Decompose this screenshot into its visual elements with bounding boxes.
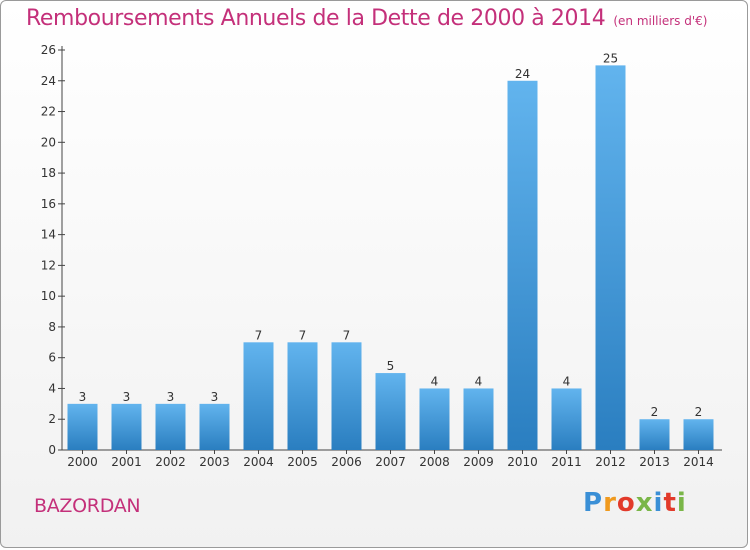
x-tick-label: 2011 (551, 455, 582, 469)
logo-letter: x (635, 488, 654, 518)
bar-value-label: 3 (123, 390, 131, 404)
bar-value-label: 3 (79, 390, 87, 404)
x-tick-label: 2010 (507, 455, 538, 469)
bar-value-label: 2 (695, 405, 703, 419)
logo-letter: i (653, 488, 664, 518)
x-tick-label: 2000 (67, 455, 98, 469)
y-tick-label: 22 (41, 105, 56, 119)
x-tick-label: 2007 (375, 455, 406, 469)
chart-unit-label: (en milliers d'€) (613, 14, 708, 28)
x-tick-label: 2008 (419, 455, 450, 469)
bar-value-label: 25 (603, 51, 618, 65)
x-tick-label: 2002 (155, 455, 186, 469)
y-tick-label: 2 (48, 412, 56, 426)
x-tick-label: 2006 (331, 455, 362, 469)
chart-title-text: Remboursements Annuels de la Dette de 20… (26, 6, 606, 31)
bar (287, 342, 318, 450)
chart-title: Remboursements Annuels de la Dette de 20… (26, 6, 707, 36)
x-tick-label: 2013 (639, 455, 670, 469)
bar (683, 419, 714, 450)
logo-letter: t (663, 488, 677, 518)
x-tick-label: 2005 (287, 455, 318, 469)
bar-value-label: 7 (343, 328, 351, 342)
bar-value-label: 4 (563, 374, 571, 388)
y-tick-label: 20 (41, 135, 56, 149)
y-tick-label: 16 (41, 197, 56, 211)
bar-value-label: 4 (431, 374, 439, 388)
x-tick-label: 2001 (111, 455, 142, 469)
bar (243, 342, 274, 450)
bar-value-label: 4 (475, 374, 483, 388)
logo-letter: o (616, 488, 636, 518)
bar (419, 388, 450, 450)
y-tick-label: 18 (41, 166, 56, 180)
logo-letter: i (676, 488, 687, 518)
bar (551, 388, 582, 450)
commune-name: BAZORDAN (34, 495, 141, 517)
bar (199, 403, 230, 450)
y-tick-label: 0 (48, 443, 56, 457)
bar (595, 65, 626, 450)
bar (639, 419, 670, 450)
y-tick-label: 26 (41, 43, 56, 57)
y-tick-label: 14 (41, 228, 56, 242)
bar (463, 388, 494, 450)
y-tick-label: 6 (48, 351, 56, 365)
bar-value-label: 3 (167, 390, 175, 404)
y-tick-label: 10 (41, 289, 56, 303)
bar-value-label: 7 (299, 328, 307, 342)
bar-value-label: 3 (211, 390, 219, 404)
x-tick-label: 2003 (199, 455, 230, 469)
bar-value-label: 24 (515, 67, 530, 81)
x-tick-label: 2014 (683, 455, 714, 469)
x-tick-label: 2004 (243, 455, 274, 469)
bar (111, 403, 142, 450)
bar-value-label: 7 (255, 328, 263, 342)
bar-value-label: 5 (387, 359, 395, 373)
bar (67, 403, 98, 450)
bar (507, 80, 538, 451)
logo-letter: P (583, 488, 604, 518)
y-tick-label: 4 (48, 381, 56, 395)
x-tick-label: 2012 (595, 455, 626, 469)
y-tick-label: 24 (41, 74, 56, 88)
logo-letter: r (603, 488, 617, 518)
y-tick-label: 12 (41, 258, 56, 272)
bar-value-label: 2 (651, 405, 659, 419)
bar (155, 403, 186, 450)
bar (375, 373, 406, 450)
proxiti-logo: Proxiti (583, 488, 687, 518)
x-tick-label: 2009 (463, 455, 494, 469)
y-tick-label: 8 (48, 320, 56, 334)
bar (331, 342, 362, 450)
